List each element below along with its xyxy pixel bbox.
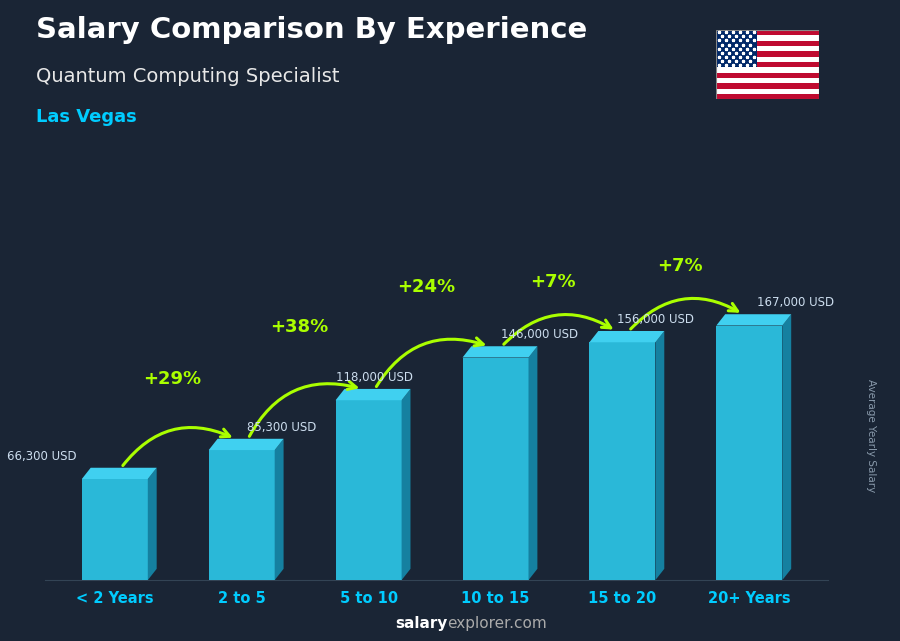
Text: Quantum Computing Specialist: Quantum Computing Specialist (36, 67, 339, 87)
Text: +7%: +7% (657, 256, 702, 274)
Text: 85,300 USD: 85,300 USD (247, 420, 316, 434)
Polygon shape (716, 314, 791, 326)
Polygon shape (148, 468, 157, 580)
Bar (716, 94, 819, 99)
Polygon shape (782, 314, 791, 580)
Polygon shape (209, 450, 274, 580)
Polygon shape (716, 326, 782, 580)
Bar (716, 88, 819, 94)
Text: 66,300 USD: 66,300 USD (7, 450, 77, 463)
Bar (716, 78, 819, 83)
Bar (716, 57, 819, 62)
Text: +38%: +38% (270, 317, 328, 336)
Bar (716, 35, 819, 41)
Bar (716, 72, 819, 78)
Polygon shape (590, 331, 664, 342)
Polygon shape (590, 342, 655, 580)
Polygon shape (463, 346, 537, 358)
Text: +29%: +29% (143, 370, 201, 388)
Text: +24%: +24% (397, 278, 454, 296)
Polygon shape (82, 479, 148, 580)
Text: 118,000 USD: 118,000 USD (336, 371, 412, 384)
Text: +7%: +7% (530, 273, 575, 292)
Text: 167,000 USD: 167,000 USD (757, 296, 834, 309)
Bar (716, 62, 819, 67)
Bar (716, 51, 819, 57)
Polygon shape (82, 468, 157, 479)
Polygon shape (463, 358, 528, 580)
Polygon shape (274, 439, 284, 580)
Polygon shape (528, 346, 537, 580)
Bar (716, 46, 819, 51)
Polygon shape (655, 331, 664, 580)
Text: Las Vegas: Las Vegas (36, 108, 137, 126)
Bar (716, 30, 819, 35)
Text: 156,000 USD: 156,000 USD (617, 313, 694, 326)
Polygon shape (209, 439, 284, 450)
Text: Average Yearly Salary: Average Yearly Salary (866, 379, 877, 492)
Bar (716, 83, 819, 88)
Text: salary: salary (395, 617, 447, 631)
Text: Salary Comparison By Experience: Salary Comparison By Experience (36, 16, 587, 44)
Polygon shape (336, 400, 401, 580)
Text: 146,000 USD: 146,000 USD (500, 328, 578, 341)
Polygon shape (401, 389, 410, 580)
Bar (716, 41, 819, 46)
Polygon shape (336, 389, 410, 400)
Text: explorer.com: explorer.com (447, 617, 547, 631)
Bar (716, 30, 757, 67)
Bar (716, 67, 819, 72)
